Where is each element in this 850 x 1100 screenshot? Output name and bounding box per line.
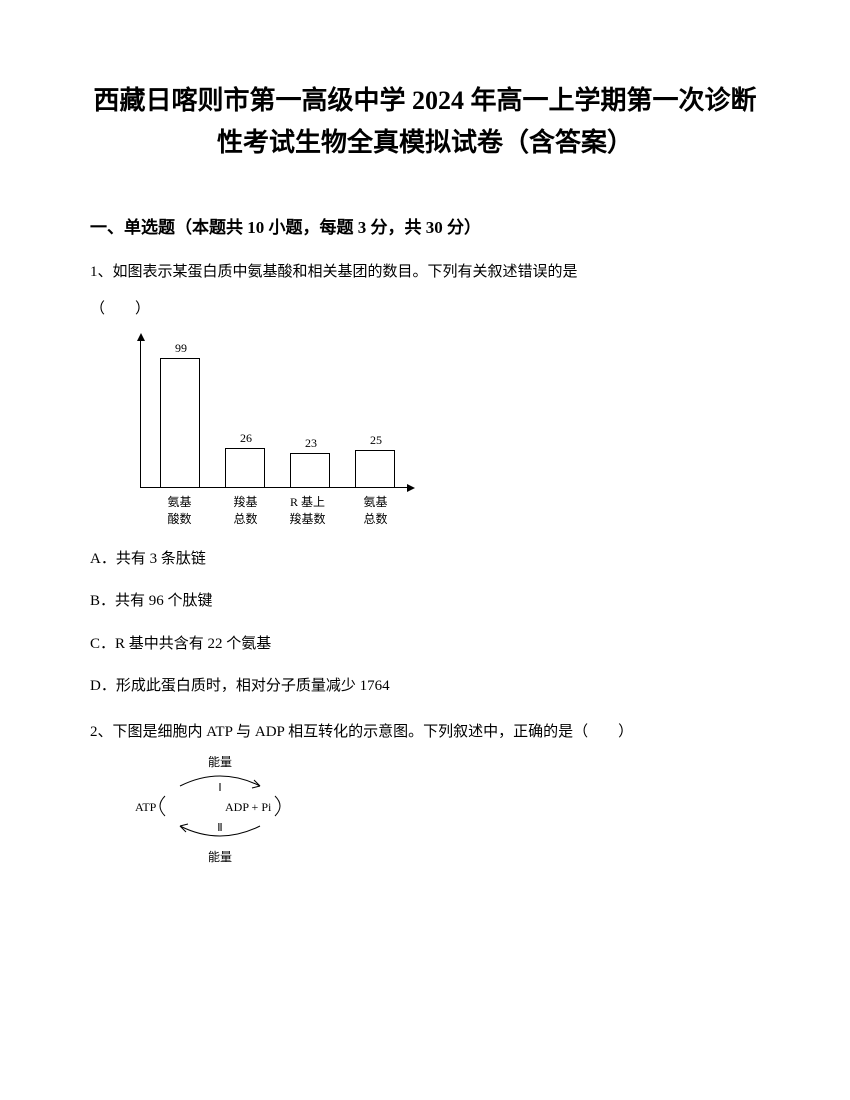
q1-text: 1、如图表示某蛋白质中氨基酸和相关基团的数目。下列有关叙述错误的是 xyxy=(90,258,760,287)
q1-optC: C．R 基中共含有 22 个氨基 xyxy=(90,633,760,656)
q1-optB: B．共有 96 个肽键 xyxy=(90,590,760,613)
bar-value-label: 23 xyxy=(291,436,331,451)
adp-label: ADP + Pi xyxy=(225,800,272,814)
x-axis-label: R 基上羧基数 xyxy=(280,494,335,528)
q2-diagram: 能量 能量 ATP ADP + Pi Ⅰ Ⅱ xyxy=(120,756,320,866)
bar-value-label: 25 xyxy=(356,433,396,448)
bar-value-label: 99 xyxy=(161,341,201,356)
q1-options: A．共有 3 条肽链 B．共有 96 个肽键 C．R 基中共含有 22 个氨基 … xyxy=(90,548,760,698)
atp-label: ATP xyxy=(135,800,157,814)
section-header: 一、单选题（本题共 10 小题，每题 3 分，共 30 分） xyxy=(90,213,760,238)
q1-chart: 99 26 23 25 氨基酸数羧基总数R 基上羧基数氨基总数 xyxy=(120,333,420,533)
chart-bar: 25 xyxy=(355,450,395,488)
arrow2-label: Ⅱ xyxy=(217,822,222,834)
q1-paren: （ ） xyxy=(90,297,760,318)
q1-optD: D．形成此蛋白质时，相对分子质量减少 1764 xyxy=(90,675,760,698)
y-axis xyxy=(140,338,141,488)
q1-optA: A．共有 3 条肽链 xyxy=(90,548,760,571)
bar-value-label: 26 xyxy=(226,431,266,446)
energy1-label: 能量 xyxy=(208,756,232,769)
chart-bar: 26 xyxy=(225,448,265,488)
chart-bar: 23 xyxy=(290,453,330,488)
x-axis-label: 氨基总数 xyxy=(348,494,403,528)
page-title: 西藏日喀则市第一高级中学 2024 年高一上学期第一次诊断性考试生物全真模拟试卷… xyxy=(90,80,760,163)
q2-text: 2、下图是细胞内 ATP 与 ADP 相互转化的示意图。下列叙述中，正确的是（ … xyxy=(90,718,760,747)
x-axis-label: 氨基酸数 xyxy=(152,494,207,528)
arrow1-label: Ⅰ xyxy=(218,782,221,794)
x-axis-label: 羧基总数 xyxy=(218,494,273,528)
chart-bar: 99 xyxy=(160,358,200,488)
energy2-label: 能量 xyxy=(208,850,232,864)
